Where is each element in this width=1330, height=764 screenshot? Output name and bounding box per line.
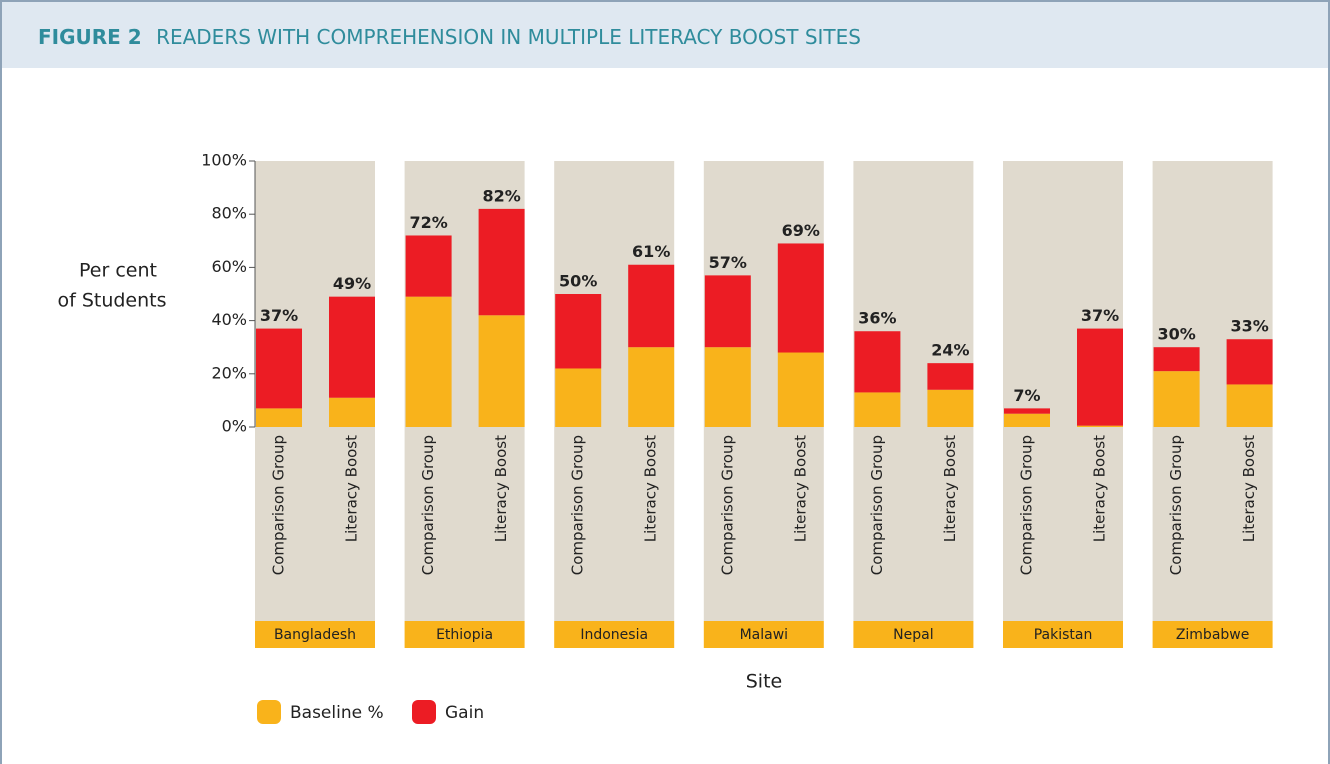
total-label: 37% (260, 306, 298, 325)
group-label-band (1152, 621, 1273, 648)
x-tick-label: Comparison Group (569, 435, 587, 575)
x-tick-label: Literacy Boost (492, 435, 510, 542)
group-label-band (703, 621, 824, 648)
total-label: 72% (409, 213, 447, 232)
bar-segment (329, 397, 375, 427)
group-label-band (404, 621, 525, 648)
bar-segment (777, 352, 824, 427)
total-label: 24% (931, 341, 969, 360)
bar-segment (704, 347, 751, 427)
bar-segment (256, 328, 302, 409)
bar-segment (854, 331, 901, 393)
bar-segment (927, 363, 974, 390)
y-axis-label: Per cent (79, 260, 157, 282)
y-tick-label: 60% (211, 257, 247, 276)
group-label-band (853, 621, 974, 648)
bar-segment (329, 296, 375, 398)
total-label: 50% (559, 272, 597, 291)
bar-segment (1153, 347, 1200, 372)
x-tick-label: Comparison Group (270, 435, 288, 575)
total-label: 82% (482, 186, 520, 205)
group-label: Zimbabwe (1176, 627, 1250, 643)
legend-swatch (257, 700, 281, 724)
x-tick-label: Comparison Group (718, 435, 736, 575)
group-label: Pakistan (1034, 627, 1093, 643)
header (2, 2, 1328, 68)
legend-swatch (412, 700, 436, 724)
group-label: Ethiopia (436, 627, 493, 643)
y-tick-label: 40% (211, 310, 247, 329)
total-label: 61% (632, 242, 670, 261)
y-axis-label: of Students (57, 290, 166, 312)
figure-label: FIGURE 2 (38, 25, 142, 49)
group-label-band (1003, 621, 1123, 648)
legend-label: Baseline % (290, 703, 384, 723)
x-tick-label: Comparison Group (1018, 435, 1036, 575)
bar-segment (704, 275, 751, 348)
bar-segment (1004, 408, 1050, 414)
bar-segment (927, 389, 974, 427)
bar-segment (1004, 413, 1050, 427)
total-label: 7% (1013, 386, 1040, 405)
group-label: Malawi (740, 627, 788, 643)
group-label-band (255, 621, 375, 648)
total-label: 30% (1157, 325, 1195, 344)
x-tick-label: Literacy Boost (941, 435, 959, 542)
y-tick-label: 80% (211, 204, 247, 223)
bar-segment (628, 264, 675, 348)
bar-segment (405, 296, 452, 427)
chart-title-line: FIGURE 2 READERS WITH COMPREHENSION IN M… (38, 25, 861, 49)
bar-segment (628, 347, 675, 427)
bar-segment (777, 243, 824, 353)
x-tick-label: Comparison Group (1167, 435, 1185, 575)
bar-segment (405, 235, 452, 297)
total-label: 49% (333, 274, 371, 293)
bar-segment (1226, 339, 1273, 385)
bar-segment (555, 294, 602, 369)
x-tick-label: Comparison Group (419, 435, 437, 575)
x-tick-label: Literacy Boost (1240, 435, 1258, 542)
bar-segment (1077, 425, 1123, 427)
x-tick-label: Comparison Group (868, 435, 886, 575)
group-label: Bangladesh (274, 627, 356, 643)
bar-segment (1153, 371, 1200, 427)
y-tick-label: 100% (201, 151, 247, 170)
x-tick-label: Literacy Boost (1091, 435, 1109, 542)
x-axis-label: Site (746, 671, 782, 693)
x-tick-label: Literacy Boost (343, 435, 361, 542)
bar-segment (478, 315, 525, 427)
x-tick-label: Literacy Boost (642, 435, 660, 542)
chart-title: READERS WITH COMPREHENSION IN MULTIPLE L… (156, 25, 861, 49)
total-label: 69% (782, 221, 820, 240)
total-label: 36% (858, 309, 896, 328)
total-label: 33% (1230, 317, 1268, 336)
bar-segment (854, 392, 901, 427)
y-tick-label: 20% (211, 363, 247, 382)
bar-segment (1226, 384, 1273, 427)
total-label: 57% (709, 253, 747, 272)
bar-segment (555, 368, 602, 427)
legend-label: Gain (445, 703, 484, 723)
bar-segment (256, 408, 302, 427)
group-label: Nepal (893, 627, 933, 643)
bar-segment (1077, 328, 1123, 426)
total-label: 37% (1081, 306, 1119, 325)
group-label: Indonesia (580, 627, 648, 643)
group-label-band (554, 621, 675, 648)
y-tick-label: 0% (222, 417, 247, 436)
bar-segment (478, 208, 525, 316)
x-tick-label: Literacy Boost (791, 435, 809, 542)
